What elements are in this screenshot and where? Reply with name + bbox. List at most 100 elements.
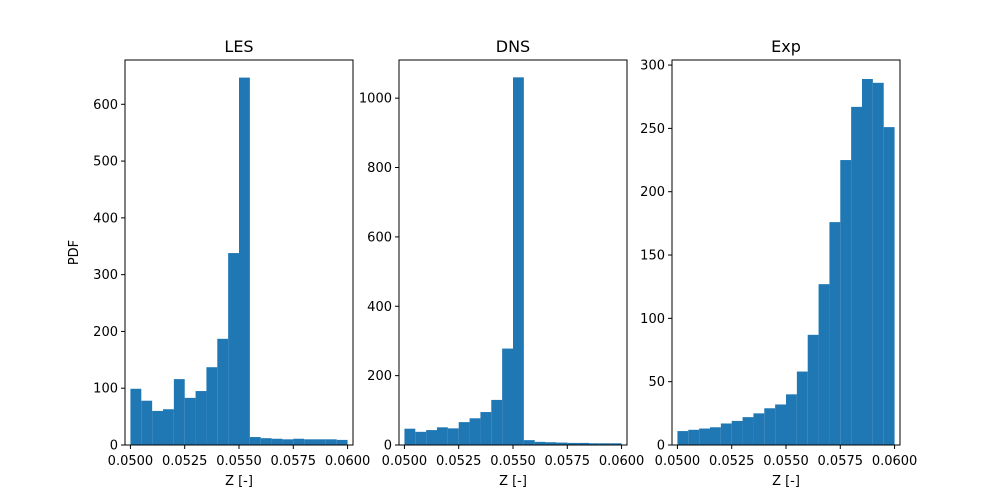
y-tick-label: 250 — [640, 122, 665, 137]
chart-title: DNS — [496, 37, 530, 56]
histogram-bar — [720, 423, 732, 445]
histogram-bar — [293, 438, 305, 445]
chart-panel-les: 0.0500 0.0525 0.0550 0.0575 0.0600 0 100 200 300… — [67, 37, 370, 489]
histogram-bar — [829, 222, 841, 445]
histogram-bar — [141, 400, 153, 445]
y-tick-label: 300 — [640, 59, 665, 74]
histogram-bar — [239, 77, 250, 445]
histogram-bar — [862, 79, 873, 445]
histogram-bar — [578, 442, 589, 445]
histogram-bar — [599, 443, 611, 445]
histogram-bar — [447, 428, 459, 445]
y-tick-label: 100 — [640, 312, 665, 327]
histogram-bar — [764, 408, 776, 445]
chart-panel-dns: 0.0500 0.0525 0.0550 0.0575 0.0600 0 200 400 600… — [359, 37, 644, 489]
x-tick-label: 0.0500 — [382, 454, 428, 469]
histogram-bar — [796, 371, 808, 445]
chart-title: LES — [224, 37, 253, 56]
histogram-bar — [731, 420, 743, 445]
y-tick-label: 1000 — [359, 92, 392, 107]
y-tick-label: 400 — [367, 300, 392, 315]
histogram-bar — [336, 439, 348, 445]
y-tick-label: 200 — [640, 185, 665, 200]
histogram-bar — [775, 404, 786, 445]
y-tick-label: 600 — [93, 98, 118, 113]
x-tick-label: 0.0600 — [599, 454, 645, 469]
x-tick-label: 0.0550 — [216, 454, 262, 469]
histogram-bar — [872, 82, 884, 446]
histogram-bar — [217, 338, 229, 445]
histogram-bar — [786, 394, 797, 445]
x-axis-label: Z [-] — [225, 474, 253, 489]
histogram-bar — [710, 427, 721, 445]
chart-panel-exp: 0.0500 0.0525 0.0550 0.0575 0.0600 0 50 100 150 2… — [640, 37, 917, 489]
histogram-bar — [426, 430, 437, 445]
histogram-bar — [469, 418, 481, 445]
y-tick-label: 600 — [367, 230, 392, 245]
histogram-bar — [567, 442, 579, 445]
histogram-bar — [523, 440, 535, 445]
y-tick-label: 50 — [648, 375, 665, 390]
y-tick-label: 800 — [367, 161, 392, 176]
y-tick-label: 300 — [93, 268, 118, 283]
histogram-bar — [534, 441, 546, 445]
histogram-bar — [677, 431, 689, 445]
histogram-bar — [742, 417, 754, 445]
x-tick-label: 0.0550 — [490, 454, 536, 469]
histogram-bar — [325, 439, 337, 445]
histogram-bar — [228, 253, 239, 445]
histogram-bar — [249, 437, 261, 445]
y-tick-label: 400 — [93, 211, 118, 226]
histogram-bar — [851, 106, 862, 446]
x-tick-label: 0.0525 — [709, 454, 755, 469]
y-tick-label: 0 — [110, 439, 118, 454]
y-axis-label: PDF — [67, 240, 82, 265]
x-tick-label: 0.0500 — [108, 454, 154, 469]
histogram-bar — [545, 442, 557, 445]
y-tick-label: 500 — [93, 155, 118, 170]
histogram-bar — [556, 442, 568, 445]
histogram-bar — [304, 439, 315, 445]
x-tick-label: 0.0550 — [763, 454, 809, 469]
histogram-bar — [883, 127, 895, 446]
histogram-bar — [437, 427, 448, 445]
x-tick-label: 0.0600 — [872, 454, 918, 469]
histogram-bar — [699, 428, 710, 445]
histogram-bar — [206, 367, 218, 445]
histogram-bar — [163, 409, 174, 445]
chart-title: Exp — [771, 37, 801, 56]
histogram-bar — [610, 443, 622, 445]
x-tick-label: 0.0525 — [162, 454, 208, 469]
histogram-bar — [415, 431, 427, 445]
x-tick-label: 0.0600 — [325, 454, 371, 469]
y-tick-label: 150 — [640, 249, 665, 264]
histogram-bar — [260, 438, 272, 445]
histogram-bar — [840, 160, 852, 446]
histogram-bar — [195, 391, 207, 445]
histogram-bar — [152, 410, 163, 445]
histogram-bar — [818, 284, 830, 445]
x-tick-label: 0.0525 — [436, 454, 482, 469]
histogram-bar — [491, 399, 503, 445]
histogram-bar — [513, 77, 524, 445]
histogram-bar — [173, 379, 185, 445]
histogram-bar — [404, 428, 416, 445]
histogram-bar — [807, 334, 819, 445]
y-tick-label: 0 — [657, 439, 665, 454]
histogram-bar — [130, 388, 142, 445]
x-axis-label: Z [-] — [499, 474, 527, 489]
y-tick-label: 200 — [93, 325, 118, 340]
histogram-bar — [502, 348, 513, 445]
x-tick-label: 0.0575 — [818, 454, 864, 469]
x-tick-label: 0.0575 — [545, 454, 591, 469]
histogram-bar — [458, 422, 470, 445]
histogram-bar — [688, 429, 700, 445]
histogram-bar — [271, 438, 283, 445]
x-axis-label: Z [-] — [772, 474, 800, 489]
histogram-bar — [184, 397, 196, 445]
histogram-bar — [480, 412, 492, 445]
histogram-bar — [589, 443, 600, 445]
histogram-bar — [315, 439, 326, 445]
y-tick-label: 100 — [93, 382, 118, 397]
